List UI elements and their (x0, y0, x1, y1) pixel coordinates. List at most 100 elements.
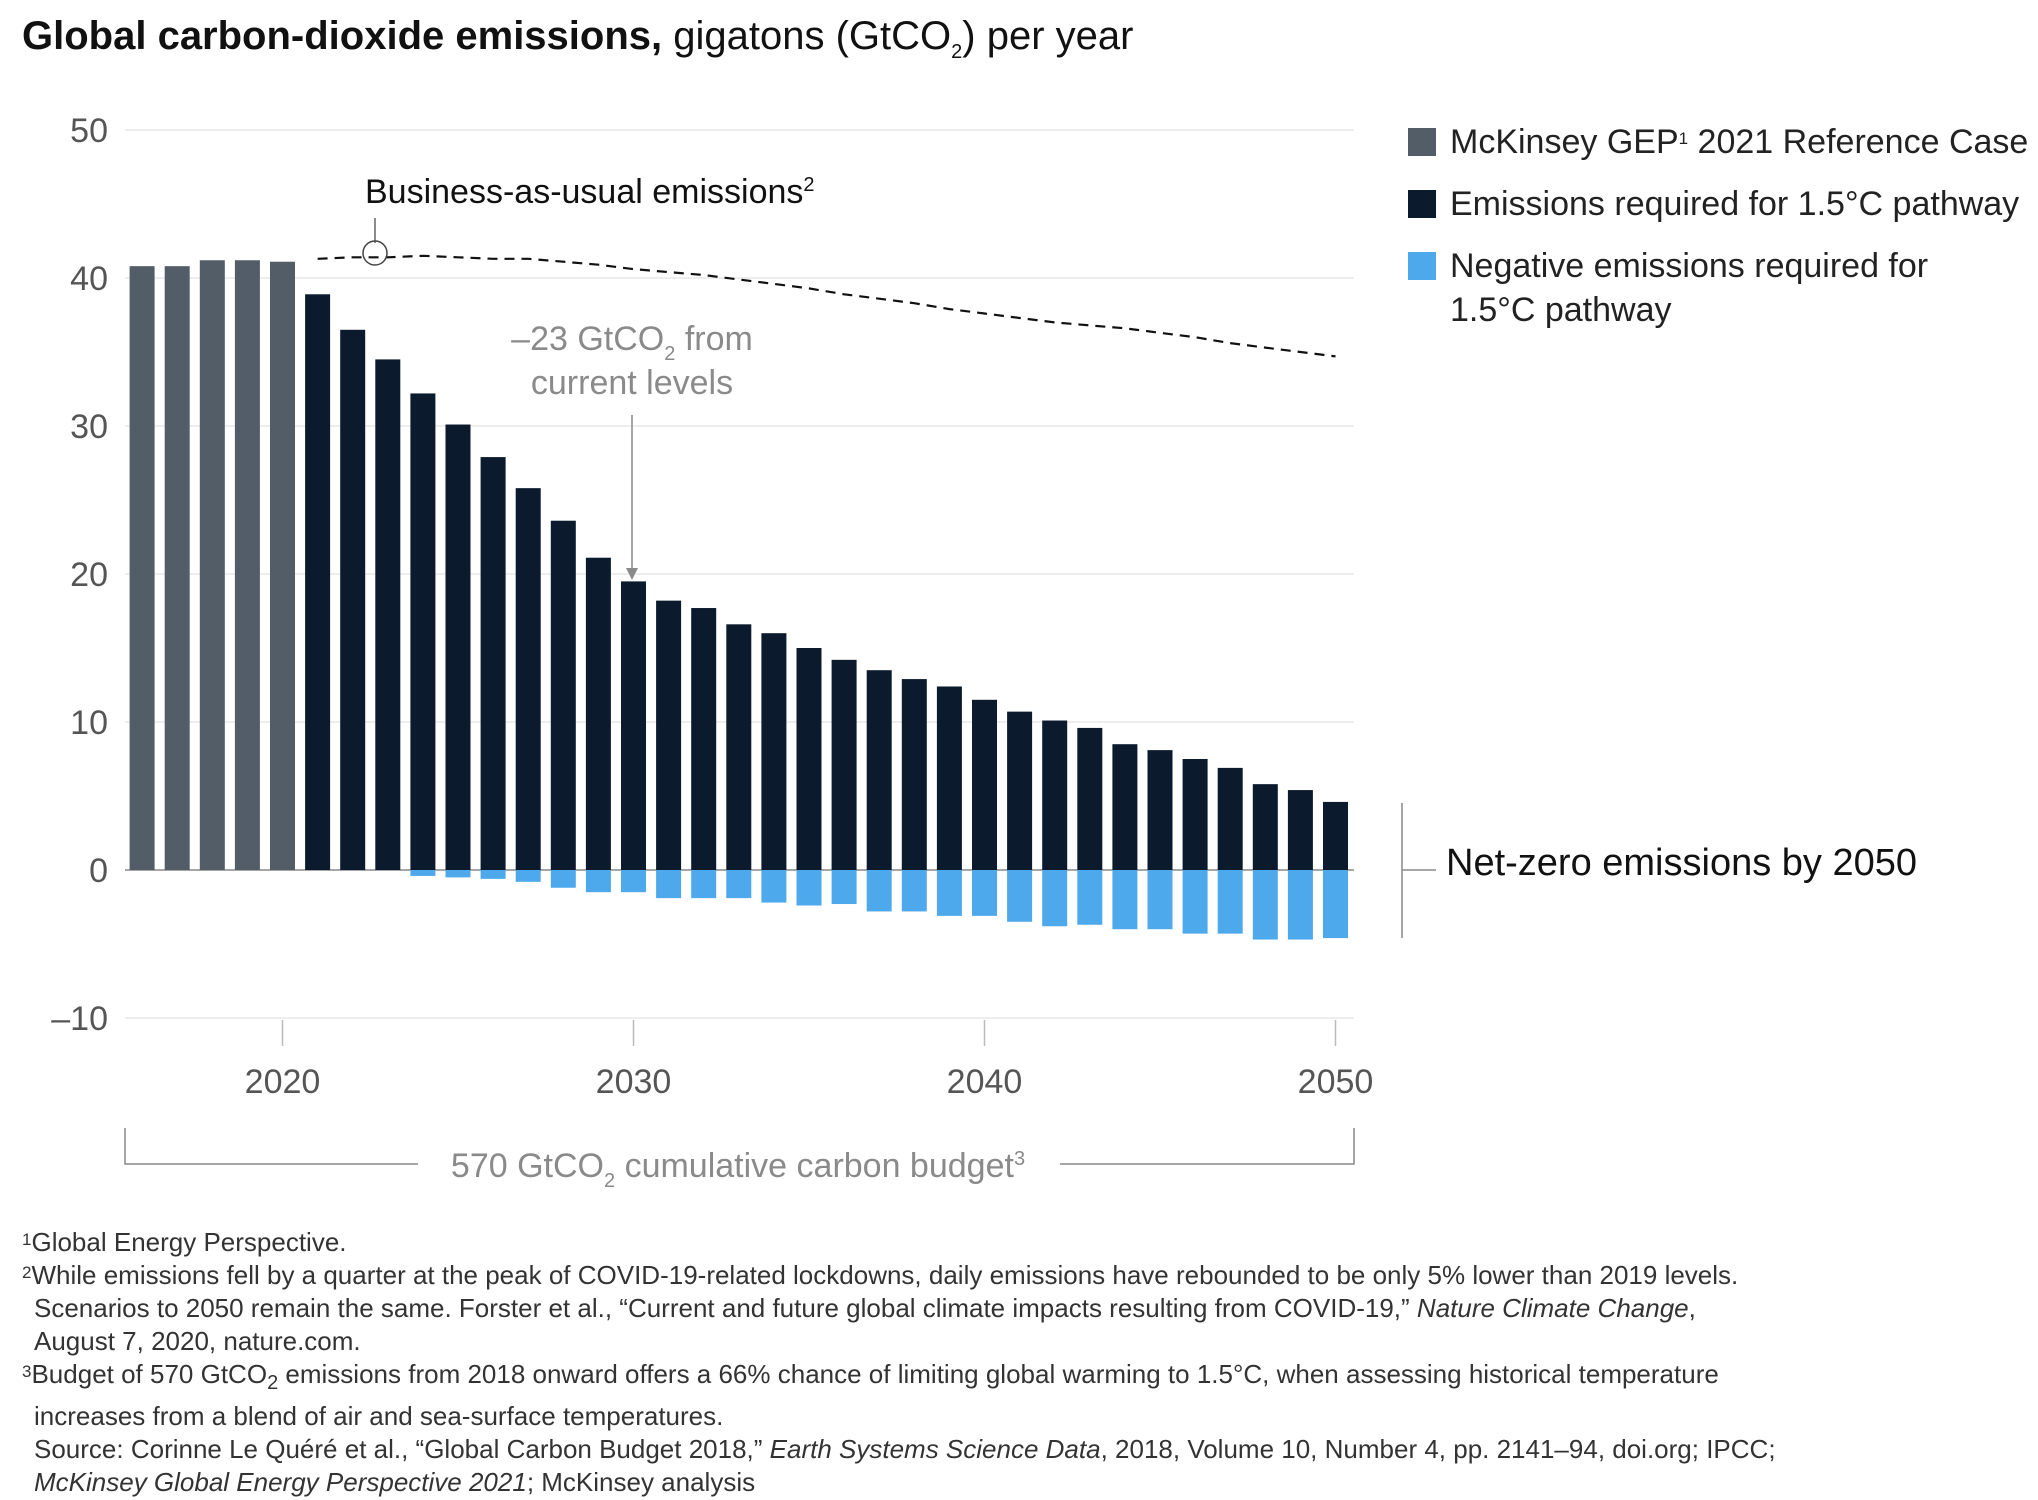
bar-negative-2029 (585, 870, 611, 893)
annotations: Business-as-usual emissions2 –23 GtCO2 f… (124, 173, 1436, 1192)
bar-pathway-2028 (550, 520, 576, 870)
y-axis-tick-labels: –10 0 10 20 30 40 50 (51, 112, 108, 1038)
bar-negative-2038 (901, 870, 927, 912)
source-line-1: Source: Corinne Le Quéré et al., “Global… (34, 1434, 1776, 1465)
y-tick-label: 10 (70, 704, 108, 742)
budget-label-sup: 3 (1014, 1148, 1025, 1170)
legend-label-pathway: Emissions required for 1.5°C pathway (1450, 185, 2020, 223)
x-tick-label: 2050 (1298, 1063, 1374, 1101)
footnote-3-line-2: increases from a blend of air and sea-su… (34, 1401, 724, 1432)
x-tick-label: 2040 (947, 1063, 1023, 1101)
bar-pathway-2034 (761, 633, 787, 870)
bar-negative-2044 (1112, 870, 1138, 930)
bar-negative-2032 (691, 870, 717, 899)
y-tick-label: 40 (70, 260, 108, 298)
y-tick-label: 0 (89, 852, 108, 890)
chart-title: Global carbon-dioxide emissions, gigaton… (22, 14, 1133, 64)
bar-reference-2018 (199, 260, 225, 870)
chart-title-subscript: 2 (951, 41, 963, 63)
y-tick-label: –10 (51, 1000, 108, 1038)
y-tick-label: 50 (70, 112, 108, 150)
budget-bracket-left (124, 1128, 418, 1165)
bar-pathway-2025 (445, 424, 471, 870)
bar-pathway-2048 (1252, 784, 1278, 870)
bau-line-group (317, 254, 1336, 358)
bar-negative-2030 (621, 870, 646, 893)
y-tick-label: 30 (70, 408, 108, 446)
bar-negative-2026 (480, 870, 506, 879)
y-tick-label: 20 (70, 556, 108, 594)
bar-reference-2017 (164, 266, 190, 870)
bar-pathway-2043 (1077, 727, 1103, 870)
legend-swatch-reference (1408, 128, 1436, 156)
bar-pathway-2030 (621, 581, 646, 870)
bar-pathway-2023 (375, 359, 401, 870)
bar-negative-2048 (1252, 870, 1278, 940)
bar-pathway-2031 (656, 600, 682, 870)
drop-label-line1: –23 GtCO2 from (511, 320, 753, 365)
bar-pathway-2047 (1217, 767, 1243, 870)
bar-reference-2016 (129, 266, 155, 870)
net-zero-label: Net-zero emissions by 2050 (1446, 842, 1917, 884)
bar-negative-2025 (445, 870, 471, 878)
bar-negative-2033 (726, 870, 752, 899)
bar-negative-2031 (656, 870, 682, 899)
bar-pathway-2046 (1182, 759, 1208, 870)
legend-label-reference: McKinsey GEP1 2021 Reference Case (1450, 123, 2029, 161)
bar-pathway-2049 (1287, 790, 1313, 870)
drop-arrowhead (626, 568, 638, 580)
bar-pathway-2026 (480, 457, 506, 870)
bars (129, 260, 1348, 940)
bar-reference-2019 (234, 260, 260, 870)
budget-label-sub: 2 (604, 1170, 615, 1192)
bau-label: Business-as-usual emissions2 (365, 173, 815, 211)
bar-negative-2042 (1042, 870, 1068, 927)
x-tick-label: 2020 (245, 1063, 321, 1101)
footnote-2-line-3: August 7, 2020, nature.com. (34, 1326, 361, 1356)
bar-reference-2020 (270, 261, 295, 871)
bar-negative-2050 (1323, 870, 1348, 939)
bar-negative-2024 (410, 870, 436, 876)
bar-pathway-2041 (1007, 711, 1033, 870)
bar-pathway-2037 (866, 670, 892, 870)
bar-negative-2027 (515, 870, 541, 882)
bar-negative-2046 (1182, 870, 1208, 934)
legend-swatch-negative (1408, 252, 1436, 280)
footnotes: 1Global Energy Perspective. 2While emiss… (22, 1226, 2002, 1499)
bau-line (317, 254, 1336, 358)
bau-label-sup: 2 (803, 174, 814, 196)
footnote-2-line-2: Scenarios to 2050 remain the same. Forst… (34, 1293, 1696, 1323)
chart-title-unit-end: ) per year (962, 14, 1134, 58)
bar-negative-2045 (1147, 870, 1173, 930)
bar-pathway-2029 (585, 557, 611, 870)
bar-negative-2039 (936, 870, 962, 916)
bar-negative-2037 (866, 870, 892, 912)
bar-pathway-2038 (901, 679, 927, 870)
bar-pathway-2024 (410, 393, 436, 870)
bar-negative-2028 (550, 870, 576, 888)
bar-pathway-2027 (515, 488, 541, 870)
budget-bracket-right (1060, 1128, 1355, 1165)
bau-marker (362, 240, 388, 266)
source-line-2: McKinsey Global Energy Perspective 2021;… (34, 1467, 756, 1498)
bar-pathway-2035 (796, 648, 822, 870)
legend-label-negative: Negative emissions required for 1.5°C pat… (1450, 247, 1929, 329)
bar-pathway-2033 (726, 624, 752, 870)
bar-pathway-2050 (1323, 801, 1348, 870)
x-tick-label: 2030 (596, 1063, 672, 1101)
bar-negative-2043 (1077, 870, 1103, 925)
bar-pathway-2022 (340, 329, 366, 870)
footnote-3: 3Budget of 570 GtCO2 emissions from 2018… (22, 1359, 1719, 1395)
bar-negative-2036 (831, 870, 857, 905)
bar-negative-2049 (1287, 870, 1313, 940)
bar-negative-2035 (796, 870, 822, 906)
bar-pathway-2044 (1112, 744, 1138, 870)
x-axis: 2020 2030 2040 2050 (245, 1020, 1374, 1101)
bar-negative-2040 (972, 870, 997, 916)
bar-pathway-2045 (1147, 750, 1173, 870)
chart-title-bold: Global carbon-dioxide emissions, (22, 14, 663, 58)
budget-label: 570 GtCO2 cumulative carbon budget3 (451, 1147, 1025, 1192)
footnote-2: 2While emissions fell by a quarter at th… (22, 1260, 1739, 1290)
bar-pathway-2042 (1042, 720, 1068, 870)
